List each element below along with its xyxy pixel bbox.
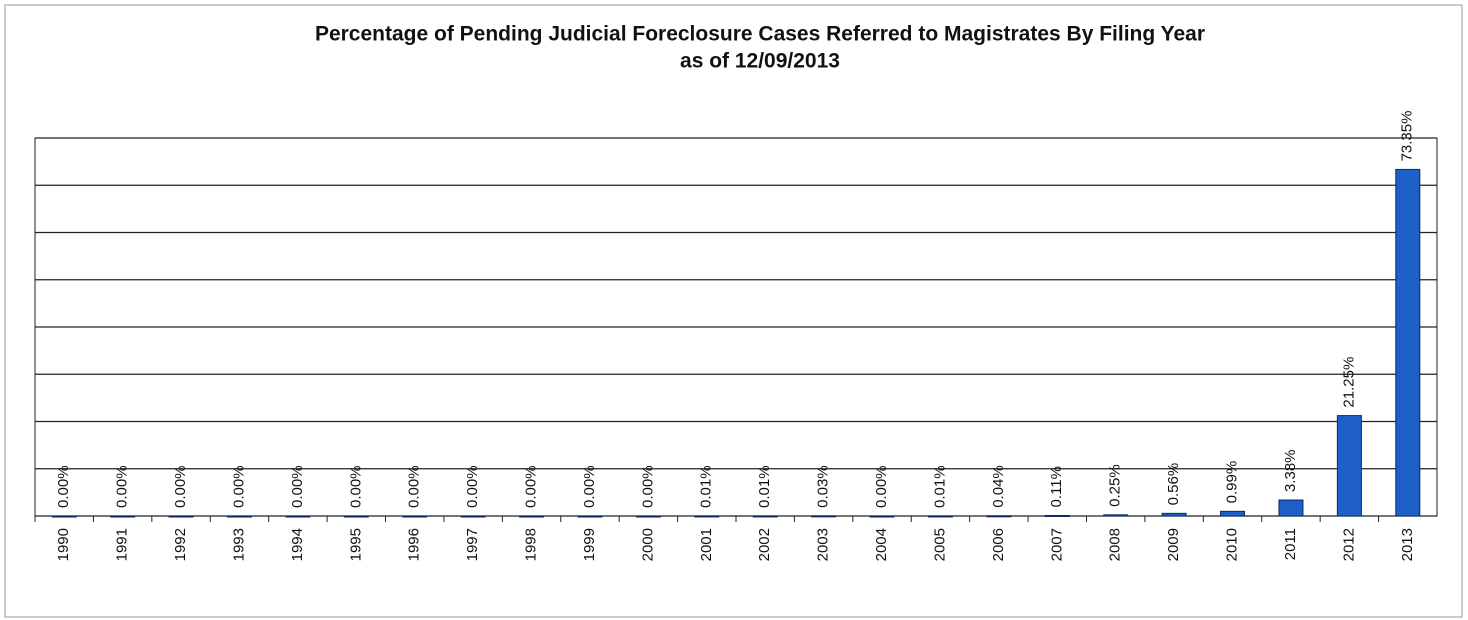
bar bbox=[402, 515, 428, 518]
bar bbox=[577, 515, 603, 518]
bar bbox=[694, 515, 720, 518]
value-label: 0.00% bbox=[873, 465, 890, 508]
bar bbox=[635, 515, 661, 518]
bar bbox=[51, 515, 77, 518]
bar bbox=[285, 515, 311, 518]
bar bbox=[1220, 510, 1246, 517]
value-label: 73.35% bbox=[1399, 111, 1416, 162]
value-label: 0.00% bbox=[523, 465, 540, 508]
value-label: 0.56% bbox=[1165, 463, 1182, 506]
chart-border bbox=[4, 4, 1463, 618]
x-tick-label: 2000 bbox=[639, 528, 656, 561]
x-tick-label: 2012 bbox=[1340, 528, 1357, 561]
bar bbox=[1278, 499, 1304, 517]
x-tick-label: 1995 bbox=[347, 528, 364, 561]
bar bbox=[226, 515, 252, 518]
value-label: 0.00% bbox=[581, 465, 598, 508]
x-tick-label: 2013 bbox=[1399, 528, 1416, 561]
x-tick-label: 1999 bbox=[581, 528, 598, 561]
bar bbox=[168, 515, 194, 518]
chart-title: Percentage of Pending Judicial Foreclosu… bbox=[315, 23, 1205, 46]
value-label: 0.00% bbox=[464, 465, 481, 508]
chart-subtitle: as of 12/09/2013 bbox=[680, 50, 840, 73]
value-label: 21.25% bbox=[1340, 357, 1357, 408]
x-tick-label: 1992 bbox=[172, 528, 189, 561]
x-tick-label: 2003 bbox=[815, 528, 832, 561]
value-label: 0.00% bbox=[114, 465, 131, 508]
value-label: 0.00% bbox=[289, 465, 306, 508]
bar bbox=[1161, 512, 1187, 517]
bar bbox=[811, 515, 837, 518]
x-tick-label: 1996 bbox=[406, 528, 423, 561]
x-tick-label: 2009 bbox=[1165, 528, 1182, 561]
value-label: 0.01% bbox=[698, 465, 715, 508]
bar bbox=[986, 515, 1012, 518]
value-label: 0.00% bbox=[347, 465, 364, 508]
x-tick-label: 1991 bbox=[114, 528, 131, 561]
value-label: 0.01% bbox=[931, 465, 948, 508]
value-label: 0.03% bbox=[815, 465, 832, 508]
bar bbox=[110, 515, 136, 518]
value-label: 0.00% bbox=[230, 465, 247, 508]
x-tick-label: 1998 bbox=[523, 528, 540, 561]
x-tick-label: 2001 bbox=[698, 528, 715, 561]
bar bbox=[460, 515, 486, 518]
x-tick-label: 2005 bbox=[931, 528, 948, 561]
x-tick-label: 2011 bbox=[1282, 528, 1299, 560]
bar bbox=[1103, 514, 1129, 517]
value-label: 0.00% bbox=[406, 465, 423, 508]
bar bbox=[519, 515, 545, 518]
x-tick-label: 1997 bbox=[464, 528, 481, 561]
x-tick-label: 1994 bbox=[289, 528, 306, 561]
value-label: 0.11% bbox=[1048, 466, 1065, 507]
bar bbox=[1044, 514, 1070, 517]
x-tick-label: 1990 bbox=[55, 528, 72, 561]
x-tick-label: 2010 bbox=[1224, 528, 1241, 561]
bar bbox=[752, 515, 778, 518]
value-label: 3.38% bbox=[1282, 449, 1299, 492]
bar bbox=[1336, 415, 1362, 517]
bar bbox=[869, 515, 895, 518]
bar bbox=[343, 515, 369, 518]
x-tick-label: 2002 bbox=[756, 528, 773, 561]
x-tick-label: 2006 bbox=[990, 528, 1007, 561]
value-label: 0.25% bbox=[1107, 464, 1124, 507]
value-label: 0.00% bbox=[639, 465, 656, 508]
bar bbox=[1395, 168, 1421, 517]
value-label: 0.00% bbox=[172, 465, 189, 508]
x-tick-label: 2007 bbox=[1048, 528, 1065, 561]
value-label: 0.01% bbox=[756, 465, 773, 508]
value-label: 0.00% bbox=[55, 465, 72, 508]
x-tick-label: 1993 bbox=[230, 528, 247, 561]
x-tick-label: 2008 bbox=[1107, 528, 1124, 561]
value-label: 0.99% bbox=[1224, 461, 1241, 504]
bar bbox=[927, 515, 953, 518]
x-tick-label: 2004 bbox=[873, 528, 890, 561]
value-label: 0.04% bbox=[990, 465, 1007, 508]
